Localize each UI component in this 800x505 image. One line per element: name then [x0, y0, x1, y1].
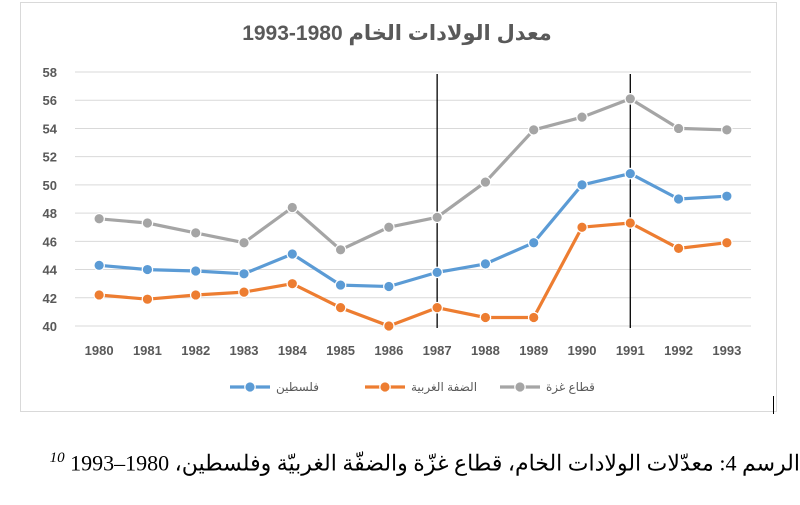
y-tick-label: 58	[43, 65, 57, 80]
legend-marker	[514, 381, 526, 393]
data-point	[383, 221, 395, 234]
data-point	[189, 227, 202, 239]
data-point	[334, 301, 347, 314]
data-point	[624, 93, 637, 105]
y-tick-label: 50	[43, 178, 57, 193]
x-tick-label: 1983	[230, 343, 259, 358]
data-point	[479, 311, 492, 324]
chart-frame	[20, 2, 777, 412]
x-axis-ticks: 1980 1981 1982 1983 1984 1985 1986 1987 1988 1989…	[85, 343, 742, 358]
x-tick-label: 1984	[278, 343, 308, 358]
series-line	[98, 97, 727, 252]
x-tick-label: 1991	[616, 343, 645, 358]
legend-marker	[244, 381, 256, 393]
legend-label: قطاع غزة	[546, 380, 595, 395]
y-tick-label: 52	[43, 150, 57, 165]
y-tick-label: 46	[43, 234, 57, 249]
x-tick-label: 1986	[374, 343, 403, 358]
x-tick-label: 1992	[664, 343, 693, 358]
legend-marker	[379, 381, 391, 393]
chart-title: معدل الولادات الخام 1980-1993	[242, 22, 552, 45]
data-point	[479, 176, 492, 188]
data-point	[624, 167, 637, 180]
data-point	[141, 217, 154, 229]
vertical-markers	[436, 74, 631, 328]
series-0	[93, 167, 733, 293]
x-tick-label: 1987	[423, 343, 452, 358]
data-point	[383, 280, 395, 293]
data-point	[624, 217, 637, 229]
y-axis-ticks: 40 42 44 46 48 50 52 54 56 58	[43, 65, 58, 334]
x-tick-label: 1982	[181, 343, 210, 358]
data-point	[383, 320, 395, 332]
y-tick-label: 56	[43, 93, 57, 108]
birth-rate-line-chart: معدل الولادات الخام 1980-1993 40 42 44 46 48…	[43, 22, 751, 395]
series-lines	[93, 93, 733, 332]
data-point	[576, 111, 588, 123]
data-point	[334, 244, 347, 256]
y-tick-label: 54	[43, 121, 58, 136]
data-point	[93, 212, 105, 225]
data-point	[93, 289, 105, 301]
x-tick-label: 1993	[712, 343, 741, 358]
data-point	[672, 122, 685, 135]
data-point	[238, 236, 250, 249]
data-point	[189, 289, 202, 301]
legend-item: فلسطين	[230, 380, 319, 395]
x-tick-label: 1990	[568, 343, 597, 358]
y-tick-label: 40	[43, 319, 57, 334]
data-point	[721, 190, 733, 202]
x-tick-label: 1980	[85, 343, 114, 358]
y-tick-label: 42	[43, 291, 57, 306]
legend: فلسطين الضفة الغربية قطاع غزة	[230, 380, 595, 395]
data-point	[721, 236, 733, 249]
data-point	[141, 263, 154, 276]
x-tick-label: 1989	[519, 343, 548, 358]
series-2	[93, 93, 733, 256]
data-point	[527, 124, 540, 136]
caption-footnote: 10	[49, 450, 65, 466]
data-point	[576, 221, 588, 234]
data-point	[286, 277, 299, 290]
data-point	[431, 301, 443, 314]
caption-text: الرسم 4: معدّلات الولادات الخام، قطاع غز…	[70, 450, 800, 476]
gridlines	[75, 71, 751, 327]
series-line	[98, 221, 728, 328]
data-point	[238, 267, 250, 280]
data-point	[141, 293, 154, 305]
data-point	[527, 311, 540, 324]
y-tick-label: 44	[43, 263, 58, 278]
data-point	[238, 286, 250, 298]
data-point	[721, 124, 733, 136]
data-point	[576, 179, 588, 191]
data-point	[672, 193, 685, 205]
data-point	[189, 265, 202, 277]
data-point	[672, 242, 685, 255]
series-1	[93, 217, 733, 332]
data-point	[479, 258, 492, 270]
data-point	[286, 248, 299, 260]
data-point	[93, 259, 105, 272]
data-point	[334, 279, 347, 291]
legend-item: الضفة الغربية	[365, 380, 477, 395]
legend-label: فلسطين	[276, 380, 319, 395]
legend-item: قطاع غزة	[500, 380, 595, 395]
x-tick-label: 1981	[133, 343, 162, 358]
figure-caption: الرسم 4: معدّلات الولادات الخام، قطاع غز…	[20, 450, 800, 476]
series-line	[98, 172, 727, 289]
y-tick-label: 48	[43, 206, 57, 221]
x-tick-label: 1988	[471, 343, 500, 358]
data-point	[431, 266, 443, 279]
x-tick-label: 1985	[326, 343, 355, 358]
data-point	[286, 201, 299, 214]
data-point	[431, 211, 443, 224]
data-point	[527, 236, 540, 249]
legend-label: الضفة الغربية	[411, 380, 477, 395]
text-cursor	[773, 396, 774, 414]
